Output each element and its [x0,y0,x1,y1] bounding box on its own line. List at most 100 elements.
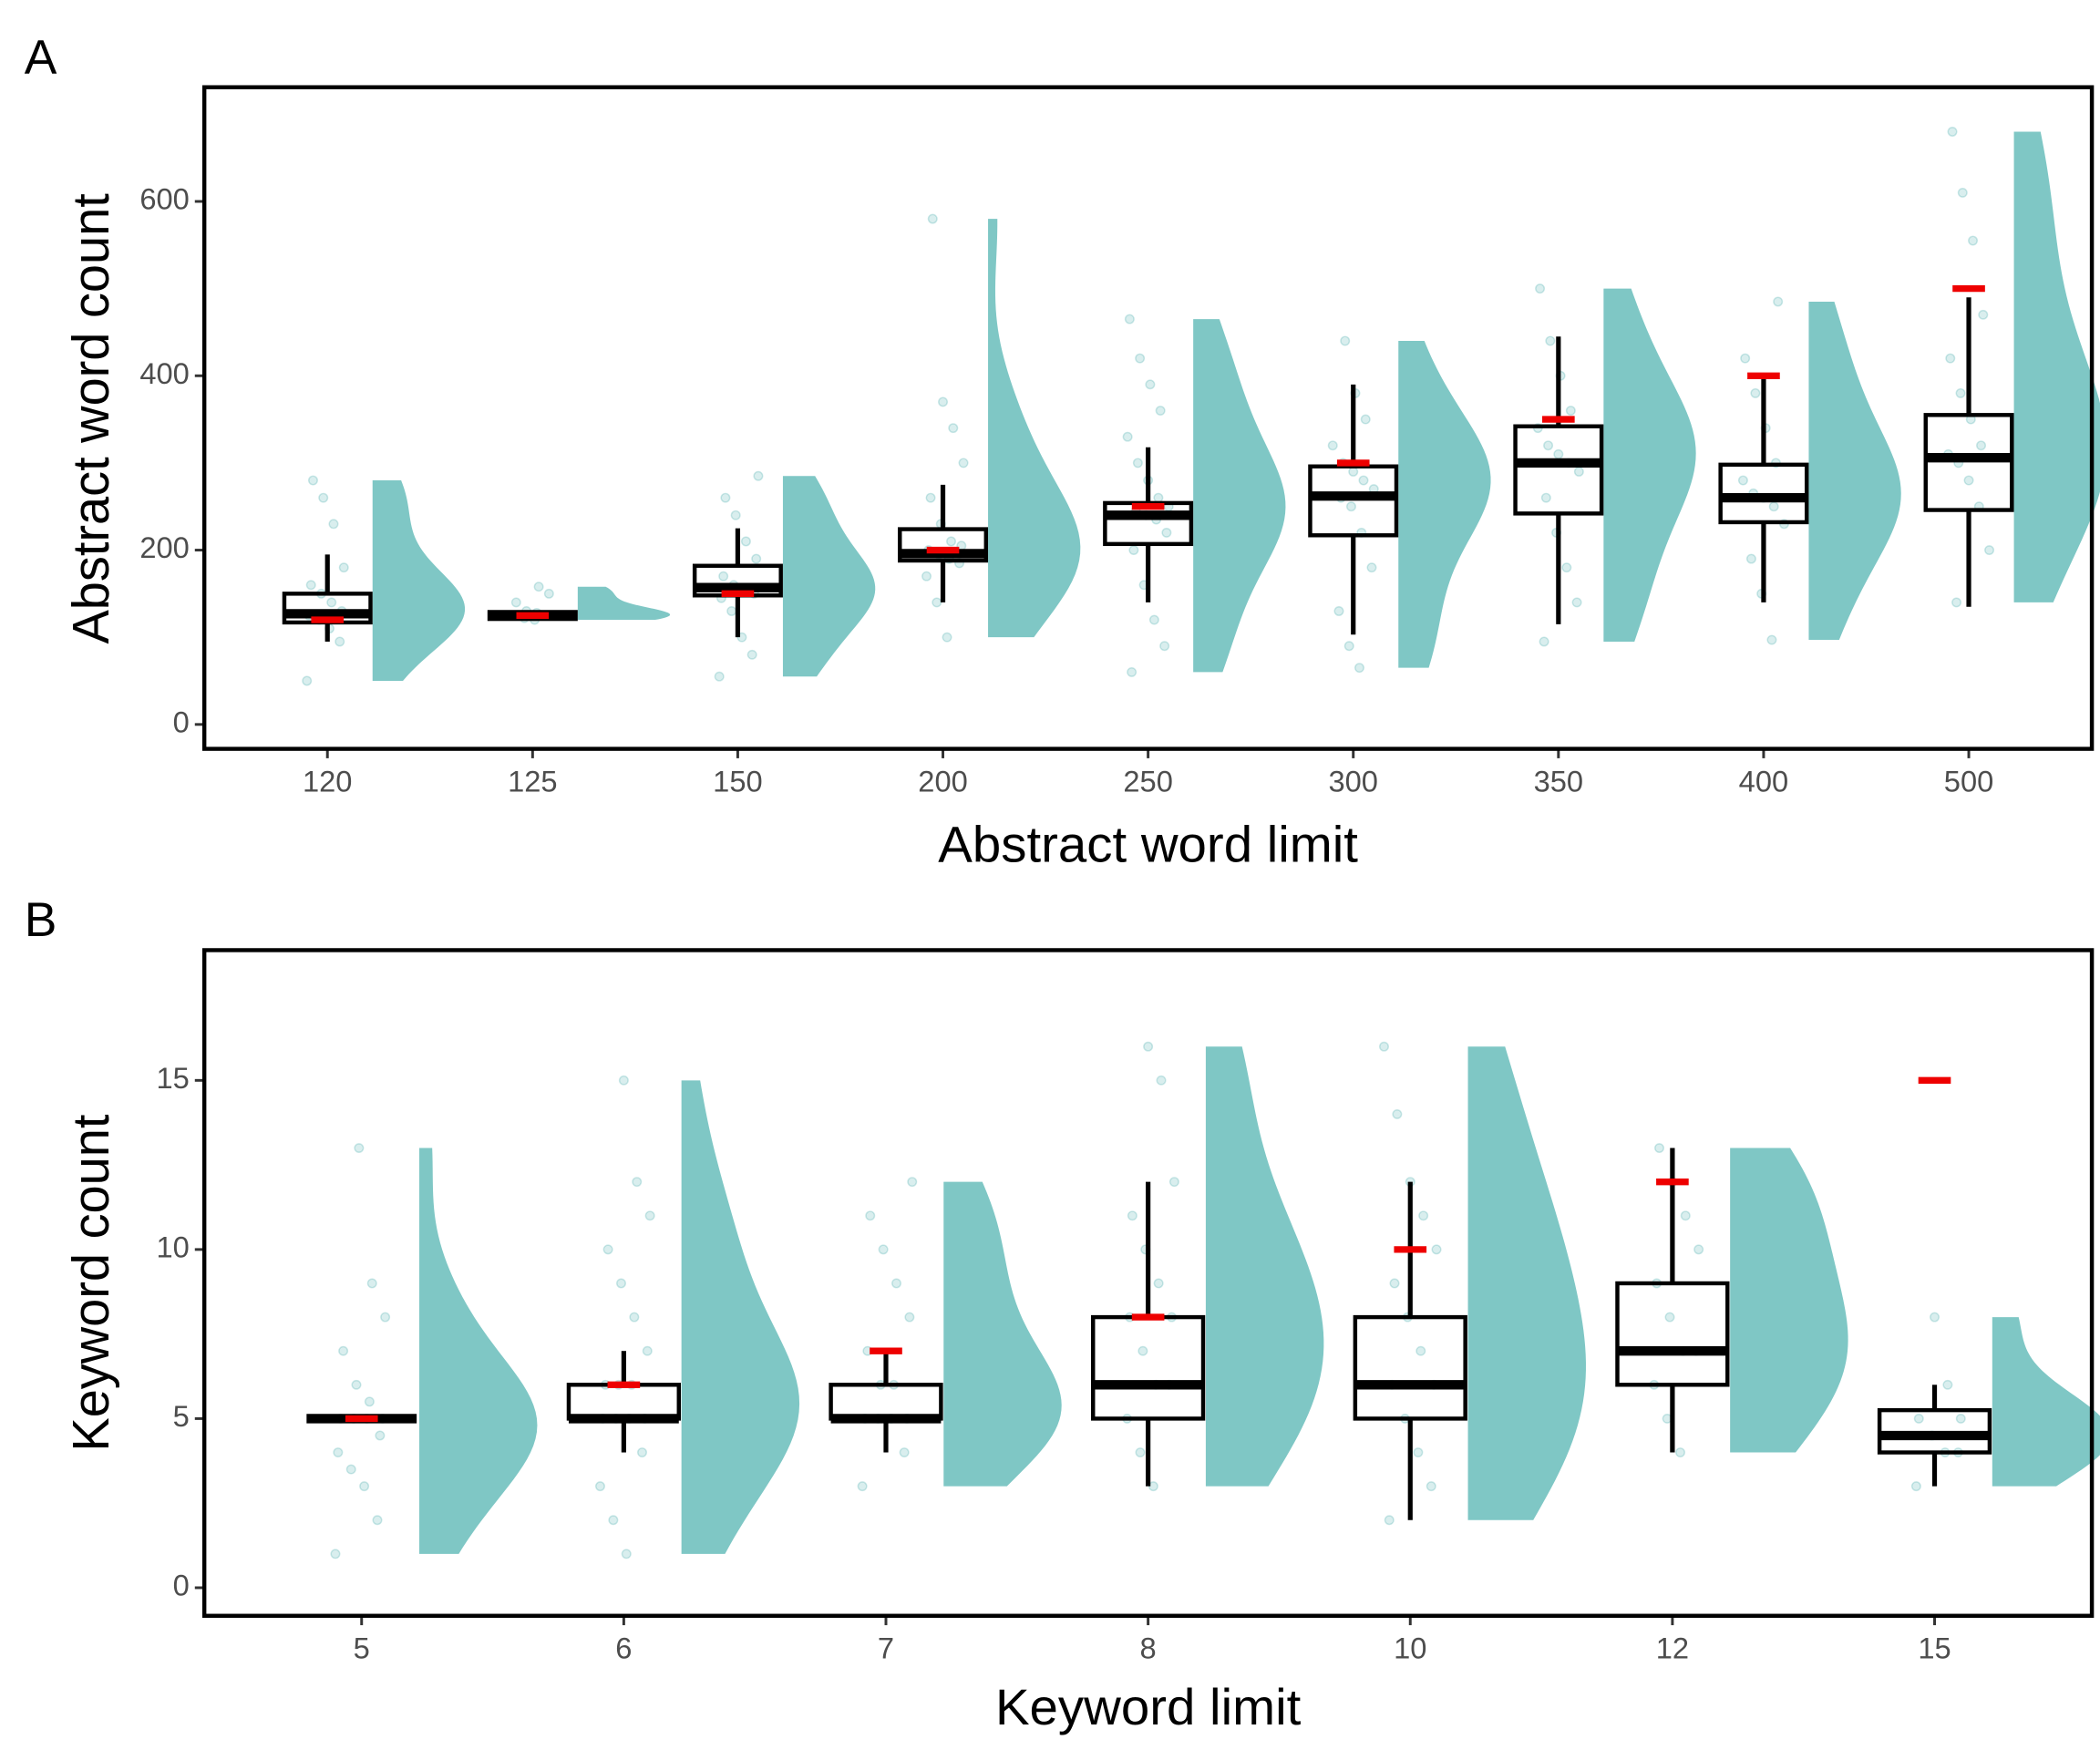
data-point [1127,1210,1138,1221]
data-point [326,597,337,608]
x-tick-label: 250 [1123,766,1172,798]
y-axis-title: Keyword count [62,1114,119,1451]
data-point [1379,1041,1389,1052]
violin [681,1080,800,1554]
violin [1205,1046,1324,1487]
data-point [1384,1515,1395,1526]
data-point [1571,597,1582,608]
violin [1992,1317,2100,1487]
data-point [1968,235,1979,246]
y-tick-label: 15 [157,1062,190,1095]
data-point [1545,335,1556,346]
y-tick-label: 5 [173,1400,190,1433]
box [1513,424,1604,516]
data-point [899,1447,910,1457]
data-point [510,597,521,608]
data-point [938,396,949,407]
data-point [1128,545,1139,555]
data-point [328,519,339,530]
data-point [1145,379,1156,390]
data-point [335,636,345,647]
data-point [1910,1481,1921,1492]
data-point [1942,1379,1953,1390]
data-point [746,649,757,660]
data-point [333,1447,344,1457]
data-point [629,1312,640,1323]
x-tick-label: 15 [1918,1632,1951,1665]
y-axis-title: Abstract word count [62,193,119,644]
panel-label: A [25,30,57,84]
data-point [932,597,942,608]
data-point [345,1464,356,1475]
violin [988,219,1081,638]
data-point [730,510,741,520]
data-point [878,1244,889,1255]
data-point [364,1396,375,1407]
data-point [637,1447,647,1457]
data-point [1348,467,1359,477]
data-point [1951,597,1962,608]
data-point [946,536,957,547]
data-point [1539,636,1549,647]
data-point [751,553,762,564]
violin [2013,131,2100,602]
box [1353,1314,1467,1421]
data-point [1573,467,1584,477]
data-point [1153,1278,1164,1289]
data-point [1766,634,1777,645]
data-point [1360,414,1371,425]
data-point [1565,406,1576,416]
data-point [1930,1312,1940,1323]
data-point [1124,314,1135,324]
data-point [354,1143,365,1153]
x-tick-label: 7 [878,1632,894,1665]
data-point [948,423,959,434]
data-point [1343,641,1354,652]
data-point [1553,448,1564,459]
data-point [533,582,544,592]
data-point [632,1177,643,1188]
data-point [366,1278,377,1289]
data-point [1773,296,1784,307]
x-tick-label: 8 [1140,1632,1157,1665]
x-tick-label: 125 [508,766,557,798]
x-axis-title: Keyword limit [995,1678,1302,1735]
data-point [753,470,764,481]
data-point [1418,1210,1429,1221]
data-point [1148,614,1159,625]
box [1615,1281,1730,1387]
data-point [1132,458,1143,468]
data-point [1543,440,1554,451]
x-tick-label: 400 [1739,766,1788,798]
data-point [1947,127,1958,137]
data-point [740,536,751,547]
violin [782,476,876,677]
violin [943,1181,1062,1487]
data-point [1664,1312,1675,1323]
data-point [1431,1244,1442,1255]
data-point [942,632,952,643]
data-point [543,588,554,599]
data-point [907,1177,918,1188]
data-point [644,1210,655,1221]
data-point [1945,353,1956,364]
data-point [1913,1413,1924,1424]
data-point [602,1244,613,1255]
box [1923,413,2014,512]
data-point [921,571,932,582]
y-tick-label: 200 [139,531,189,564]
data-point [1415,1345,1426,1356]
data-point [865,1210,876,1221]
data-point [1745,553,1756,564]
y-tick-label: 600 [139,183,189,216]
violin [1730,1148,1848,1453]
data-point [1984,545,1995,555]
data-point [338,562,349,573]
data-point [1135,353,1146,364]
data-point [891,1278,901,1289]
data-point [351,1379,362,1390]
data-point [857,1481,868,1492]
data-point [305,580,316,591]
violin [419,1148,538,1554]
data-point [927,213,938,224]
